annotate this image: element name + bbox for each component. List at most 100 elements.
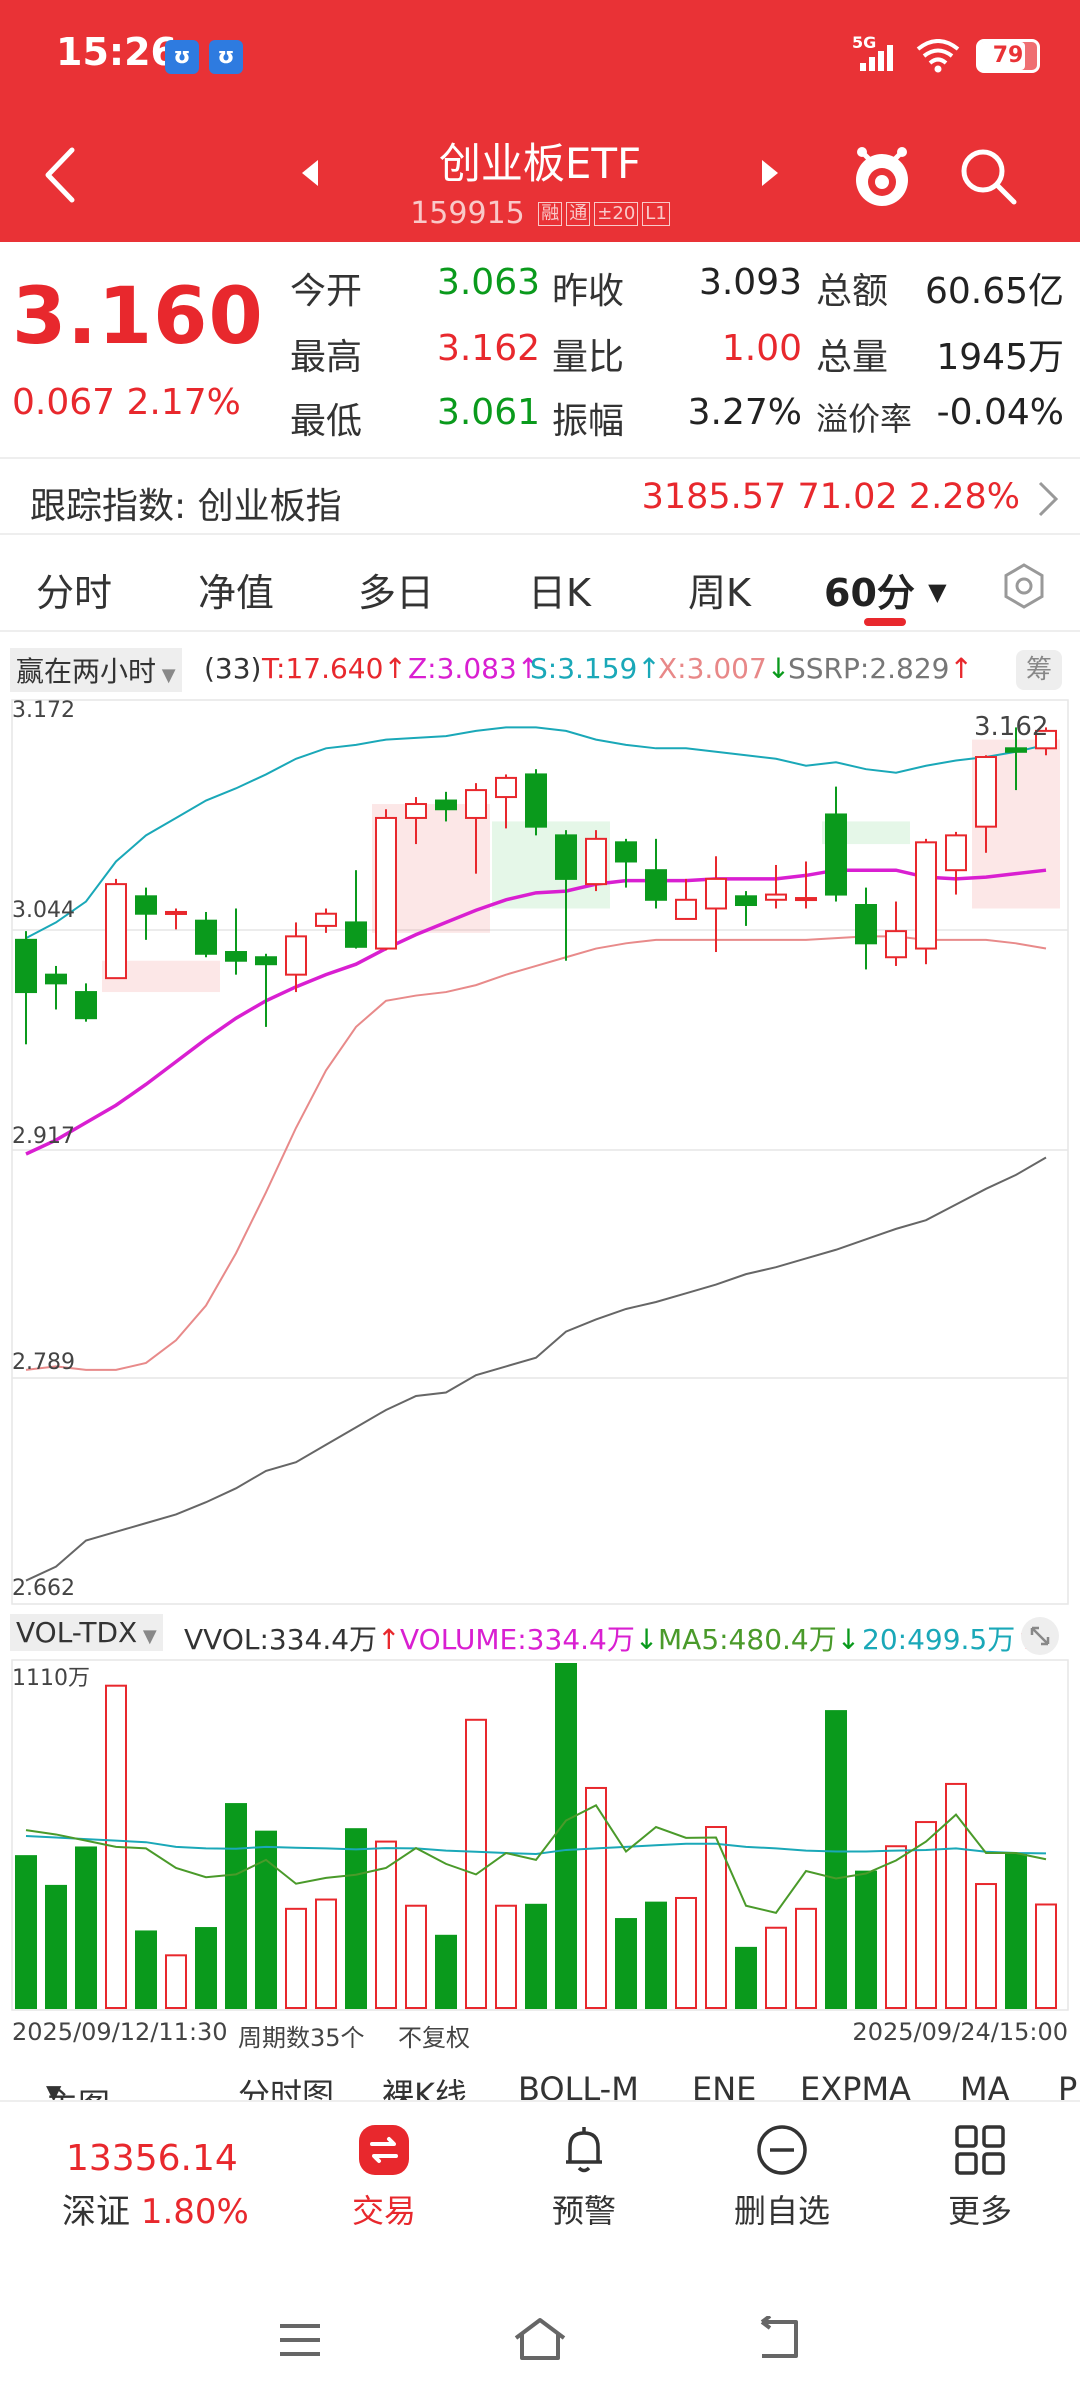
indicator-name: 赢在两小时 [16, 655, 157, 688]
candle-body [285, 935, 307, 976]
back-nav-icon[interactable] [756, 2316, 804, 2362]
indicator-t: T:17.640↑ [262, 652, 407, 685]
expand-icon[interactable] [1020, 1616, 1060, 1656]
tab-multi-day[interactable]: 多日 [358, 571, 435, 615]
volume-bar [1035, 1903, 1057, 2010]
volume-bar [975, 1883, 997, 2009]
volume-indicator-dropdown[interactable]: VOL-TDX ▼ [10, 1614, 163, 1651]
tab-60min[interactable]: 60分 ▼ [824, 562, 947, 617]
indicator-count: (33) [204, 652, 262, 685]
candle-body [915, 841, 937, 950]
sz-index-pct: 1.80% [140, 2192, 249, 2232]
tag-connect: 通 [566, 202, 591, 226]
sz-index-value[interactable]: 13356.14 [66, 2138, 238, 2179]
candle-body [315, 912, 337, 927]
volume-bar [705, 1826, 727, 2009]
tracking-index-row[interactable]: 跟踪指数: 创业板指 3185.57 71.02 2.28% [0, 457, 1080, 535]
tag-limit: ±20 [594, 202, 639, 226]
ind-tab-expma[interactable]: EXPMA [800, 2070, 911, 2100]
candle-body [525, 773, 547, 828]
volume-bar [915, 1821, 937, 2010]
date-start: 2025/09/12/11:30 [12, 2018, 228, 2046]
candle-body [555, 834, 577, 880]
nav-remove-watchlist[interactable]: 删自选 [722, 2122, 842, 2232]
prev-stock-icon[interactable] [300, 158, 320, 188]
candle-body [645, 869, 667, 901]
nav-trade[interactable]: 交易 [324, 2122, 444, 2232]
candle-body [705, 877, 727, 910]
volume-ma20-line [25, 1835, 1047, 1855]
vvol-value: VVOL:334.4万↑ [184, 1623, 401, 1656]
tab-intraday[interactable]: 分时 [36, 571, 113, 615]
nav-more-label: 更多 [947, 2192, 1012, 2230]
candle-body [195, 919, 217, 955]
candle-body [405, 803, 427, 819]
upper-band-line [25, 726, 1047, 939]
volume-bar [585, 1786, 607, 2010]
volume-bar [465, 1718, 487, 2010]
label-volume: 总量 [816, 337, 889, 378]
back-icon[interactable] [36, 140, 86, 210]
ind-tab-more[interactable]: P [1058, 2070, 1078, 2100]
tab-daily-k[interactable]: 日K [528, 571, 591, 615]
ind-tab-ma[interactable]: MA [960, 2070, 1010, 2100]
volume-bar [75, 1846, 97, 2010]
volume-bar [615, 1918, 637, 2010]
volume-value: VOLUME:334.4万↓ [400, 1623, 659, 1656]
indicator-dropdown[interactable]: 赢在两小时 ▼ [10, 648, 182, 692]
minus-circle-icon [757, 2125, 807, 2175]
quote-panel: 3.160 0.067 2.17% 今开 最高 最低 3.063 3.162 3… [0, 242, 1080, 457]
menu-icon[interactable] [276, 2320, 324, 2360]
indicator-ssrp: SSRP:2.829↑ [788, 652, 973, 685]
ma5-text: MA5:480.4万 [658, 1623, 837, 1656]
volume-bar [525, 1903, 547, 2010]
period-count: 周期数35个 [238, 2024, 365, 2052]
bottom-nav: 13356.14 深证 1.80% 交易 预警 删自选 更多 [0, 2100, 1080, 2240]
volume-bar [645, 1901, 667, 2009]
y-label-top: 3.172 [12, 698, 75, 723]
y-label-2: 3.044 [12, 898, 75, 923]
nav-alert[interactable]: 预警 [524, 2122, 644, 2232]
mascot-icon[interactable] [850, 140, 914, 210]
settings-hex-icon[interactable] [1000, 562, 1048, 610]
sz-index-label[interactable]: 深证 1.80% [62, 2184, 249, 2233]
candle-body [1035, 729, 1057, 750]
next-stock-icon[interactable] [760, 158, 780, 188]
ind-tab-naked-k[interactable]: 裸K线 [382, 2076, 467, 2100]
indicator-z-value: Z:3.083 [408, 652, 517, 685]
indicator-ssrp-value: SSRP:2.829 [788, 652, 950, 685]
value-amplitude: 3.27% [687, 392, 802, 433]
volume-bar [405, 1904, 427, 2010]
volume-bar [255, 1830, 277, 2009]
search-icon[interactable] [956, 144, 1020, 208]
tab-weekly-k[interactable]: 周K [688, 571, 751, 615]
ind-tab-boll[interactable]: BOLL-M [518, 2070, 639, 2100]
battery-icon: 79 [976, 39, 1040, 73]
chevron-down-icon: ▼ [137, 1626, 157, 1647]
label-prev-close: 昨收 [552, 271, 625, 312]
chip-distribution-button[interactable]: 筹 [1016, 650, 1062, 690]
kline-chart[interactable] [0, 640, 1080, 2040]
candle-body [465, 789, 487, 819]
candle-body [675, 898, 697, 920]
tag-level: L1 [642, 202, 670, 226]
nav-more[interactable]: 更多 [920, 2122, 1040, 2232]
indicator-tabs: 主图 ▼ 分时图 裸K线 BOLL-M ENE EXPMA MA P [0, 2060, 1080, 2100]
status-time: 15:26 [56, 30, 177, 74]
y-label-4: 2.789 [12, 1350, 75, 1375]
status-right: 5G 79 [852, 33, 1040, 78]
stock-code-row: 159915 融通 ±20 L1 [0, 196, 1080, 231]
stock-code: 159915 [410, 196, 525, 231]
ind-tab-ene[interactable]: ENE [692, 2070, 757, 2100]
label-amplitude: 振幅 [552, 401, 625, 442]
candle-body [225, 951, 247, 962]
candle-body [345, 921, 367, 948]
tab-nav[interactable]: 净值 [198, 571, 275, 615]
home-icon[interactable] [512, 2316, 568, 2362]
candle-body [885, 930, 907, 959]
candle-body [855, 904, 877, 945]
tracking-index-label: 跟踪指数: 创业板指 [30, 486, 342, 527]
candle-body [615, 841, 637, 863]
ind-tab-timeshare[interactable]: 分时图 [238, 2076, 335, 2100]
volume-bar [735, 1946, 757, 2009]
